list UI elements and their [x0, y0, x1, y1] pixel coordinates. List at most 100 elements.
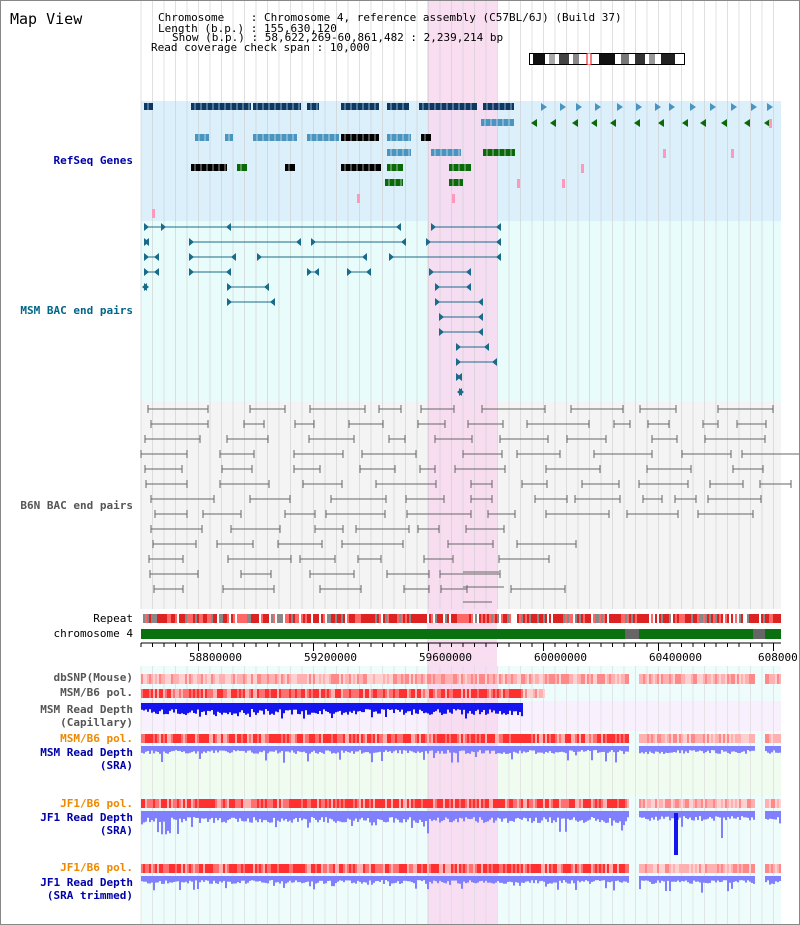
read-depth-bar	[697, 811, 699, 821]
polymorphism-cell	[271, 799, 273, 808]
polymorphism-cell	[463, 864, 465, 873]
polymorphism-cell	[723, 734, 725, 743]
polymorphism-cell	[169, 689, 171, 698]
polymorphism-cell	[445, 734, 447, 743]
read-depth-bar	[247, 811, 249, 819]
polymorphism-cell	[331, 864, 333, 873]
polymorphism-cell	[263, 799, 265, 808]
read-depth-bar	[261, 746, 263, 753]
read-depth-bar	[491, 811, 493, 818]
polymorphism-cell	[501, 674, 503, 684]
repeat-block	[225, 614, 227, 623]
read-depth-bar	[751, 876, 753, 883]
polymorphism-cell	[249, 734, 251, 743]
read-depth-bar	[411, 811, 413, 828]
polymorphism-cell	[383, 799, 385, 808]
chromosome-ideogram[interactable]	[529, 53, 685, 65]
polymorphism-cell	[515, 799, 517, 808]
polymorphism-cell	[563, 734, 565, 743]
read-depth-bar	[433, 703, 435, 712]
read-depth-bar	[321, 876, 323, 881]
polymorphism-cell	[467, 799, 469, 808]
polymorphism-cell	[201, 674, 203, 684]
read-depth-bar	[741, 746, 743, 752]
polymorphism-cell	[241, 674, 243, 684]
read-depth-bar	[239, 876, 241, 884]
polymorphism-cell	[335, 734, 337, 743]
read-depth-bar	[279, 876, 281, 884]
read-depth-bar	[581, 876, 583, 881]
polymorphism-cell	[479, 799, 481, 808]
read-depth-bar	[455, 703, 457, 711]
polymorphism-cell	[527, 674, 529, 684]
polymorphism-cell	[577, 674, 579, 684]
polymorphism-cell	[331, 734, 333, 743]
repeat-block	[295, 614, 297, 623]
polymorphism-cell	[661, 734, 663, 743]
repeat-block	[163, 614, 165, 623]
read-depth-bar	[661, 746, 663, 752]
polymorphism-cell	[593, 734, 595, 743]
polymorphism-cell	[167, 674, 169, 684]
polymorphism-cell	[169, 674, 171, 684]
polymorphism-cell	[231, 674, 233, 684]
read-depth-bar	[191, 811, 193, 827]
read-depth-bar	[387, 746, 389, 752]
polymorphism-cell	[589, 674, 591, 684]
polymorphism-cell	[389, 674, 391, 684]
repeat-block	[151, 614, 153, 623]
polymorphism-cell	[751, 799, 753, 808]
polymorphism-cell	[547, 864, 549, 873]
read-depth-bar	[369, 811, 371, 823]
read-depth-bar	[665, 746, 667, 753]
read-depth-bar	[147, 703, 149, 712]
repeat-block	[327, 614, 329, 623]
polymorphism-cell	[305, 799, 307, 808]
polymorphism-cell	[247, 689, 249, 698]
read-depth-bar	[461, 811, 463, 819]
read-depth-bar	[649, 876, 651, 882]
polymorphism-cell	[245, 864, 247, 873]
polymorphism-cell	[441, 689, 443, 698]
read-depth-bar	[311, 746, 313, 752]
polymorphism-cell	[273, 799, 275, 808]
repeat-block	[405, 614, 407, 623]
read-depth-bar	[579, 811, 581, 821]
jf1-depth-trim-label-1: JF1 Read Depth	[40, 876, 133, 889]
polymorphism-cell	[313, 674, 315, 684]
polymorphism-cell	[427, 734, 429, 743]
read-depth-bar	[395, 876, 397, 883]
polymorphism-cell	[777, 799, 779, 808]
read-depth-bar	[447, 703, 449, 710]
read-depth-bar	[389, 811, 391, 818]
polymorphism-cell	[465, 689, 467, 698]
read-depth-bar	[363, 876, 365, 883]
polymorphism-cell	[515, 674, 517, 684]
polymorphism-cell	[321, 689, 323, 698]
polymorphism-cell	[321, 864, 323, 873]
polymorphism-cell	[379, 674, 381, 684]
polymorphism-cell	[259, 674, 261, 684]
read-depth-bar	[197, 746, 199, 752]
polymorphism-cell	[733, 674, 735, 684]
repeat-block	[179, 614, 181, 623]
polymorphism-cell	[535, 689, 537, 698]
read-depth-bar	[463, 876, 465, 882]
read-depth-bar	[287, 746, 289, 752]
pink-marker	[769, 119, 772, 128]
polymorphism-cell	[479, 689, 481, 698]
read-depth-bar	[205, 703, 207, 715]
read-depth-bar	[333, 746, 335, 753]
polymorphism-cell	[187, 734, 189, 743]
read-depth-bar	[253, 703, 255, 713]
polymorphism-cell	[607, 674, 609, 684]
axis-tick-label: 60000000	[534, 651, 587, 664]
polymorphism-cell	[391, 689, 393, 698]
polymorphism-cell	[333, 864, 335, 873]
read-depth-bar	[251, 876, 253, 881]
read-depth-bar	[581, 746, 583, 751]
read-depth-bar	[499, 811, 501, 819]
read-depth-bar	[707, 876, 709, 884]
read-depth-bar	[157, 811, 159, 833]
